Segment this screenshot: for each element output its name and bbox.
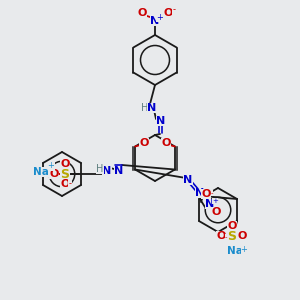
Text: S: S [61,167,70,181]
Text: O: O [201,189,211,199]
Text: -: - [69,179,72,188]
Text: O: O [60,179,70,189]
Text: H: H [141,103,149,113]
Text: N: N [150,16,160,26]
Text: O: O [140,139,149,148]
Text: H: H [96,164,104,174]
Text: N: N [147,103,157,113]
Text: O: O [60,159,70,169]
Text: O: O [163,8,173,18]
Text: N: N [205,199,214,209]
Text: O: O [237,231,247,241]
Text: O: O [216,231,226,241]
Text: -: - [225,234,227,240]
Text: N: N [195,188,205,198]
Text: S: S [228,230,237,242]
Text: +: + [212,198,218,204]
Text: O: O [137,8,147,18]
Text: N: N [114,166,124,176]
Text: O: O [161,139,171,148]
Text: -: - [211,190,213,196]
Text: N: N [156,116,166,126]
Text: -: - [172,5,176,14]
Text: O: O [211,207,220,217]
Text: N: N [102,166,112,176]
Text: O: O [50,169,59,179]
Text: +: + [48,161,55,170]
Text: Na: Na [227,246,243,256]
Text: O: O [227,221,237,231]
Text: +: + [241,244,248,253]
Text: N: N [183,175,193,185]
Text: +: + [157,13,164,22]
Text: Na: Na [33,167,49,177]
